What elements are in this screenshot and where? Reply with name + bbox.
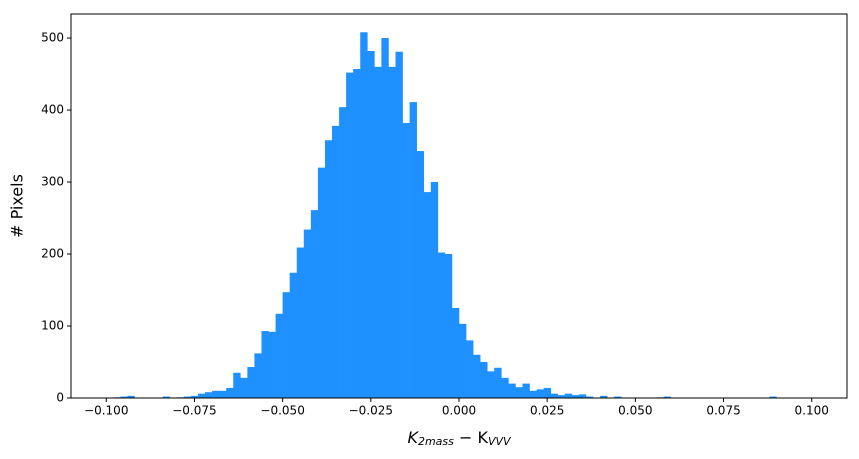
bar (571, 395, 580, 398)
bar (614, 396, 622, 398)
bar (367, 51, 375, 398)
bar (550, 393, 559, 398)
bar (466, 340, 474, 398)
x-tick-label: 0.000 (442, 404, 476, 418)
bar (388, 66, 396, 398)
bar (416, 151, 425, 398)
x-tick-label: 0.100 (795, 404, 829, 418)
x-tick-label: −0.025 (349, 404, 393, 418)
bar (381, 38, 389, 399)
bar (212, 390, 220, 398)
bar (451, 308, 460, 398)
x-tick-label: −0.075 (172, 404, 216, 418)
bar (522, 383, 530, 398)
x-label-part: 2mass (418, 435, 454, 448)
bar (346, 72, 354, 398)
bar (585, 396, 594, 398)
y-tick-label: 400 (41, 103, 64, 117)
bar (275, 313, 283, 398)
bar (317, 167, 326, 398)
y-axis-label: # Pixels (8, 174, 27, 238)
bar (197, 393, 206, 398)
bar (296, 247, 305, 398)
bar (769, 396, 777, 398)
bar (353, 69, 361, 398)
bar (240, 377, 248, 398)
y-tick-label: 300 (41, 175, 64, 189)
bar (564, 393, 573, 398)
bar (324, 140, 333, 398)
bar (423, 192, 432, 398)
bar (600, 395, 608, 398)
bar (261, 331, 269, 398)
bar (310, 210, 319, 398)
bar (332, 125, 340, 398)
bar (226, 387, 234, 398)
bar (578, 394, 587, 398)
bar (233, 372, 241, 398)
x-label-part: K (407, 428, 419, 447)
bar (409, 102, 417, 399)
y-tick-label: 200 (41, 247, 64, 261)
bar (282, 292, 290, 398)
bar (219, 390, 227, 398)
bar (205, 392, 213, 398)
bar (444, 254, 453, 398)
bar (557, 395, 566, 398)
bar (543, 387, 552, 398)
bar (663, 396, 671, 398)
bar (254, 353, 262, 398)
bar (395, 51, 403, 398)
y-tick-label: 100 (41, 319, 64, 333)
y-tick-label: 500 (41, 31, 64, 45)
x-axis-label: K2mass − KVVV (407, 428, 512, 449)
bar (536, 389, 544, 398)
bar (162, 396, 171, 398)
x-tick-label: −0.050 (260, 404, 304, 418)
bar (374, 66, 382, 398)
bar (339, 107, 347, 398)
bar (529, 390, 537, 398)
x-tick-label: 0.075 (706, 404, 740, 418)
bar (459, 323, 467, 398)
bar (360, 32, 368, 399)
bar (515, 387, 523, 398)
bar (508, 383, 516, 398)
bar (190, 395, 199, 398)
bar (289, 272, 298, 398)
bar (487, 371, 495, 398)
bar (268, 331, 276, 398)
bar (303, 229, 312, 398)
bar (494, 367, 502, 398)
bar (120, 396, 128, 398)
x-tick-label: 0.050 (618, 404, 652, 418)
x-label-part: VVV (488, 435, 512, 448)
x-tick-label: −0.100 (84, 404, 128, 418)
bar (437, 252, 446, 398)
x-label-part: − K (454, 428, 489, 447)
bar (402, 122, 410, 398)
bar (247, 367, 255, 398)
x-tick-label: 0.025 (530, 404, 564, 418)
bar (480, 362, 488, 398)
bar (430, 182, 439, 398)
bar (127, 395, 135, 398)
bar (473, 354, 481, 398)
bar (183, 396, 192, 398)
y-tick-label: 0 (56, 391, 64, 405)
bar (501, 377, 509, 398)
